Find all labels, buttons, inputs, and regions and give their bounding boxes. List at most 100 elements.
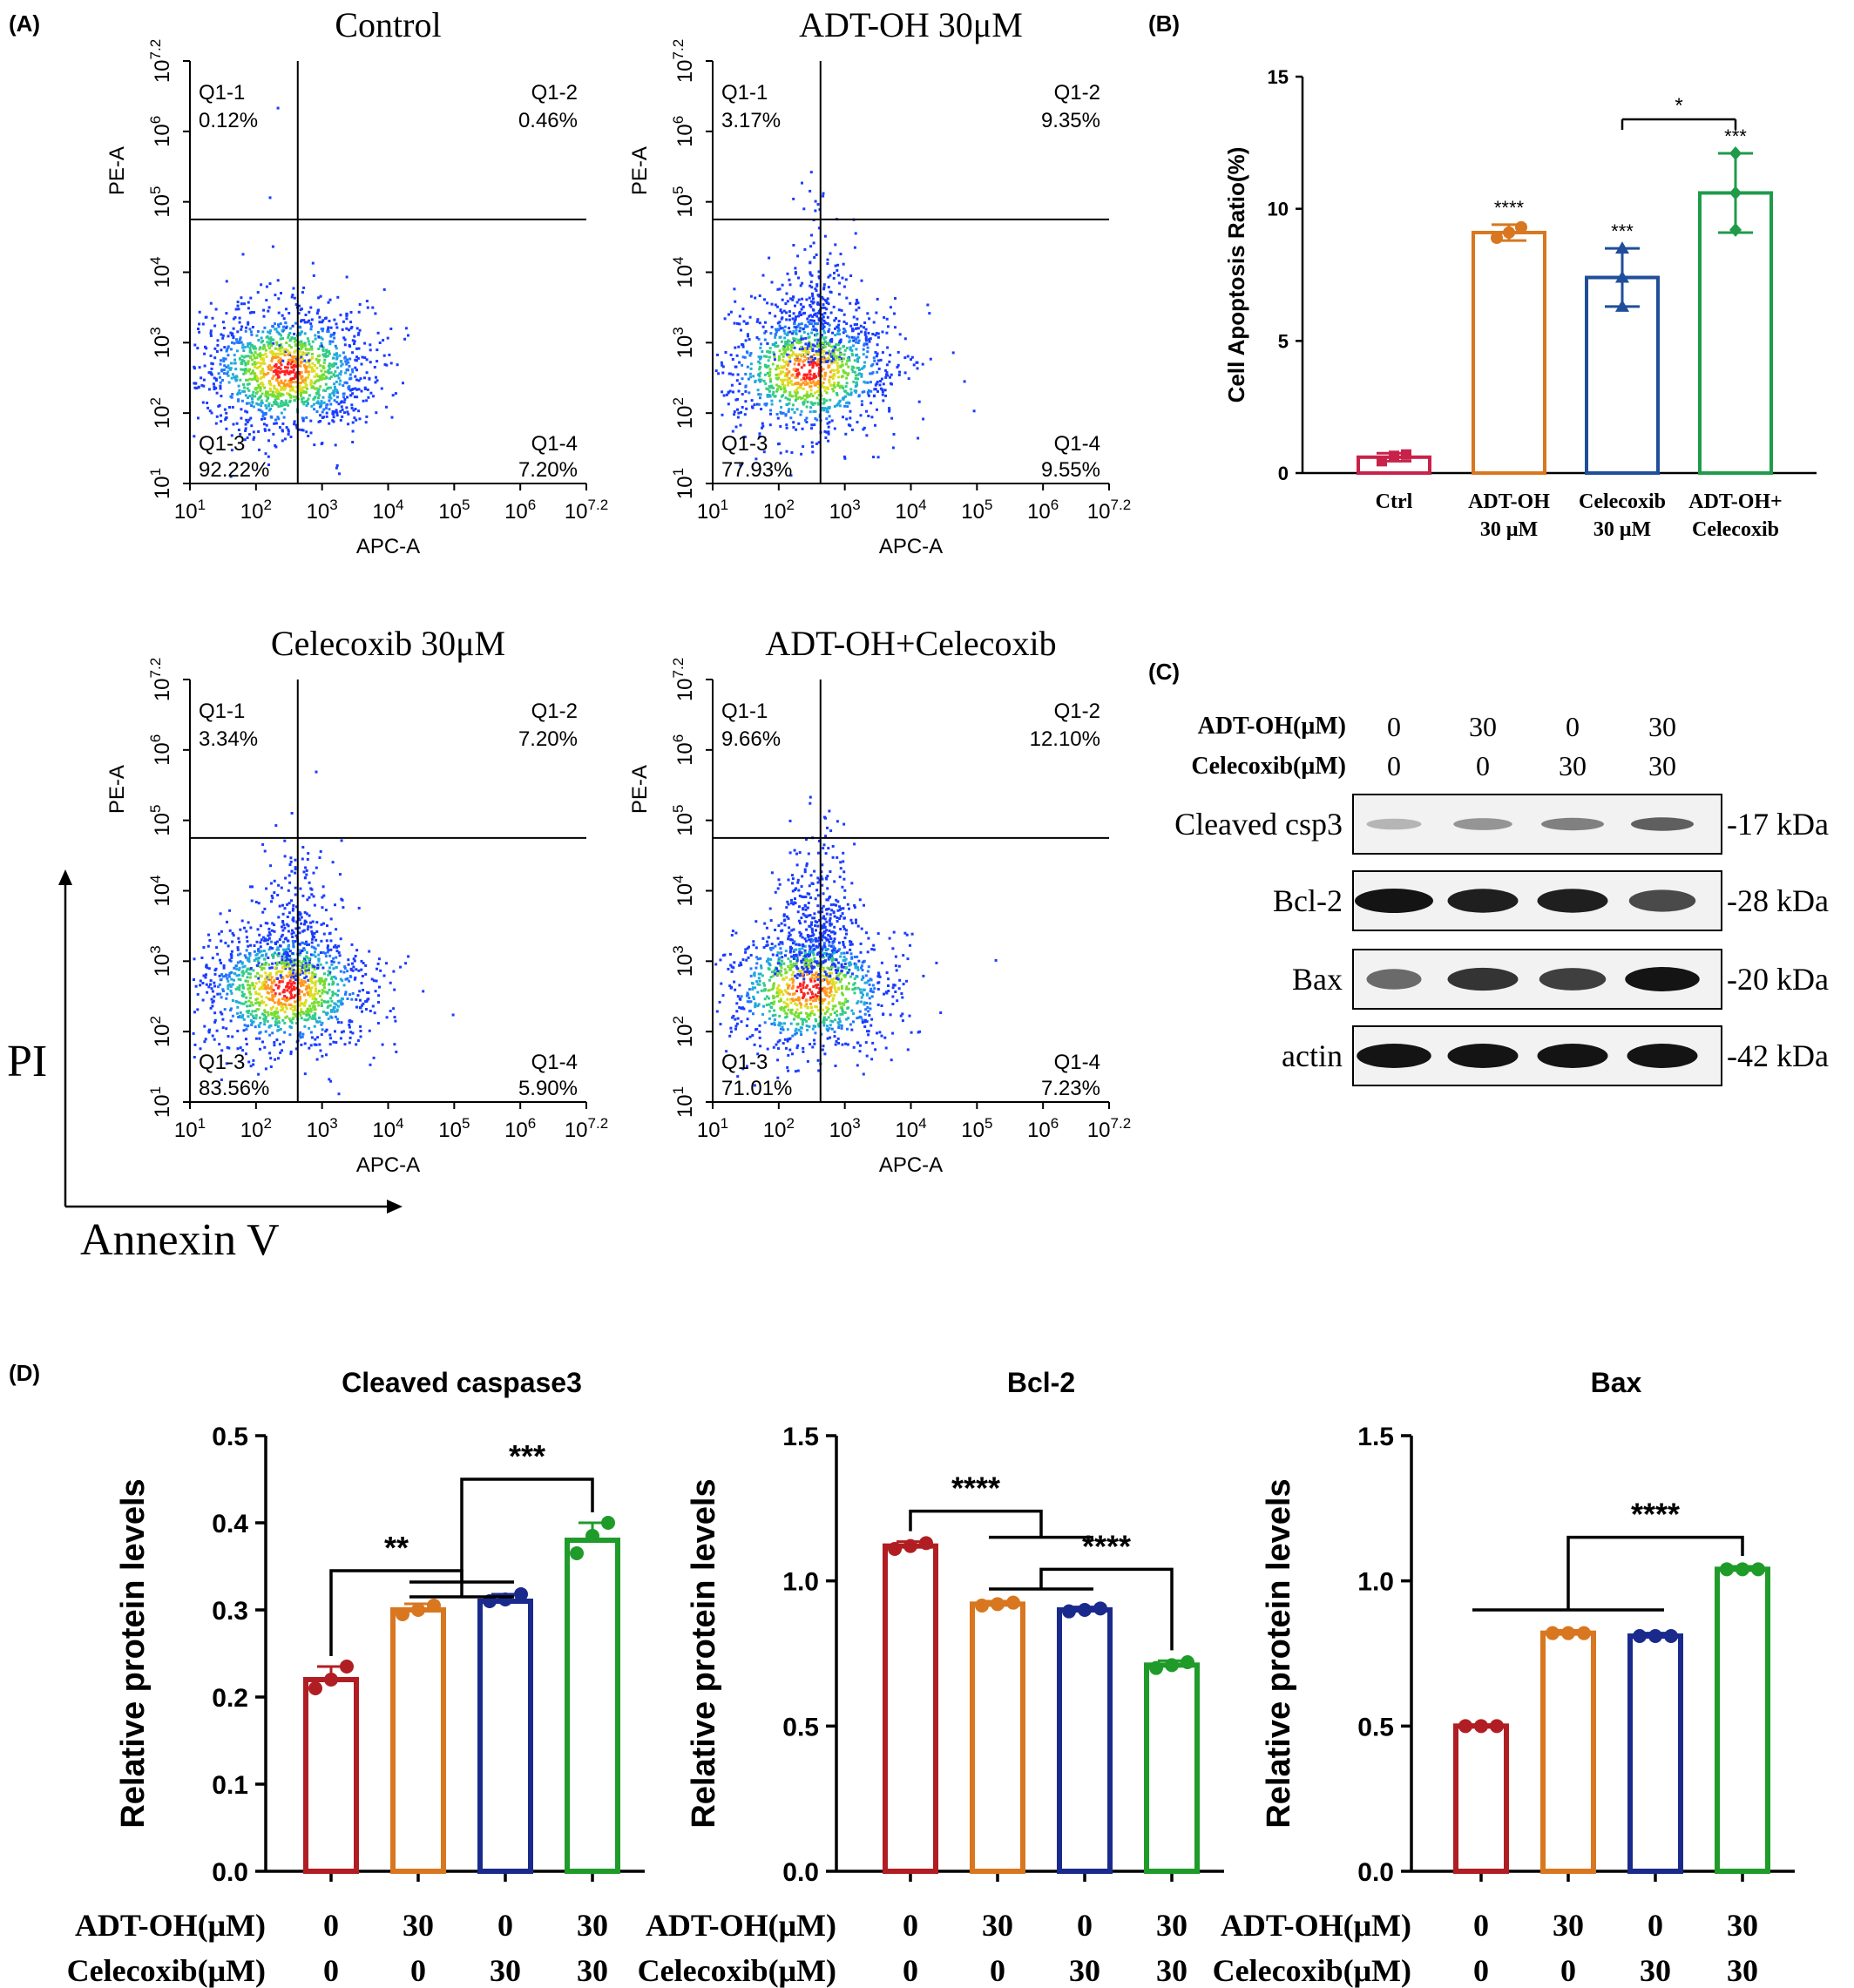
- data-point: [1729, 222, 1742, 237]
- condition-value-adt: 0: [1473, 1908, 1489, 1943]
- x-tick-label: 106: [504, 497, 536, 524]
- blot-band: [1631, 817, 1694, 831]
- y-tick-label: 104: [147, 256, 174, 287]
- x-tick-label: 103: [307, 497, 338, 524]
- panel-label-b: (B): [1148, 10, 1180, 37]
- condition-value-celecoxib: 30: [1640, 1953, 1671, 1988]
- condition-value-celecoxib: 30: [1069, 1953, 1100, 1988]
- data-point: [1503, 226, 1515, 239]
- pi-axis-label: PI: [7, 1037, 47, 1086]
- data-point: [888, 1542, 902, 1556]
- bracket-label: ****: [951, 1471, 1000, 1506]
- y-tick-label: 101: [670, 468, 697, 499]
- quadrant-q4-label: Q1-4: [531, 432, 578, 456]
- condition-value-celecoxib: 30: [577, 1953, 608, 1988]
- condition-value-celecoxib: 0: [1387, 750, 1401, 781]
- condition-value-adt: 30: [403, 1908, 434, 1943]
- bar: [1715, 1566, 1770, 1875]
- quadrant-q3-label: Q1-3: [199, 432, 245, 456]
- y-axis-label: Relative protein levels: [1261, 1478, 1297, 1828]
- blot-row: Bax -20 kDa: [1292, 949, 1829, 1010]
- bar: [1540, 1630, 1596, 1874]
- bracket-label: **: [384, 1530, 409, 1565]
- condition-value-celecoxib: 0: [410, 1953, 426, 1988]
- data-point: [1458, 1719, 1472, 1734]
- pi-arrow-head: [58, 869, 72, 885]
- x-tick-label: 106: [504, 1115, 536, 1142]
- condition-label-celecoxib: Celecoxib(μM): [638, 1953, 836, 1988]
- quadrant-q1-label: Q1-1: [199, 81, 245, 105]
- y-axis-label: Cell Apoptosis Ratio(%): [1223, 147, 1249, 403]
- condition-value-celecoxib: 0: [1560, 1953, 1576, 1988]
- data-point: [1515, 220, 1527, 233]
- data-point: [1093, 1601, 1107, 1616]
- bracket-label: ****: [1631, 1497, 1680, 1532]
- data-point: [1377, 456, 1387, 467]
- quadrant-q3-label: Q1-3: [199, 1051, 245, 1074]
- band-name: actin: [1282, 1038, 1343, 1073]
- x-tick-label: 102: [763, 497, 795, 524]
- x-tick-label: 104: [895, 497, 926, 524]
- data-point: [1490, 1719, 1504, 1734]
- quadrant-q3-value: 92.22%: [199, 458, 269, 482]
- panel-label-d: (D): [9, 1360, 40, 1386]
- data-point: [1633, 1629, 1647, 1643]
- blot-band: [1447, 1044, 1519, 1068]
- data-point: [919, 1536, 933, 1551]
- category-label: ADT-OH+: [1688, 490, 1782, 513]
- condition-label-adt: ADT-OH(μM): [75, 1908, 266, 1943]
- significance-label: ***: [1611, 220, 1634, 242]
- x-tick-label: 101: [697, 497, 728, 524]
- data-point: [340, 1660, 354, 1674]
- y-tick-label: 106: [147, 116, 174, 147]
- y-tick-label: 105: [147, 186, 174, 218]
- bracket-label: ****: [1082, 1528, 1131, 1564]
- blot-band: [1539, 968, 1607, 991]
- y-tick-label: 1.5: [1357, 1423, 1394, 1451]
- condition-value-celecoxib: 30: [490, 1953, 521, 1988]
- bar: [390, 1607, 446, 1874]
- condition-value-celecoxib: 0: [1476, 750, 1490, 781]
- category-label: Celecoxib: [1579, 490, 1666, 513]
- chart-title: Cleaved caspase3: [342, 1367, 582, 1398]
- y-tick-label: 101: [670, 1086, 697, 1118]
- flow-plot: Celecoxib 30μM 101 102 103 104 105 106 107.2 101…: [105, 624, 608, 1177]
- significance-bracket: [460, 1477, 594, 1582]
- y-tick-label: 0.4: [212, 1510, 248, 1538]
- condition-value-adt: 0: [1648, 1908, 1663, 1943]
- protein-chart: Bcl-2 0.0 0.5 1.0 1.5 Relative protein levels…: [638, 1367, 1224, 1988]
- condition-label-celecoxib: Celecoxib(μM): [67, 1953, 266, 1988]
- blot-band: [1447, 967, 1519, 991]
- x-tick-label: 107.2: [1087, 497, 1131, 524]
- data-point: [975, 1599, 989, 1613]
- condition-value-celecoxib: 0: [1473, 1953, 1489, 1988]
- y-tick-label: 0.1: [212, 1771, 248, 1800]
- data-point: [1561, 1626, 1575, 1640]
- quadrant-q4-value: 7.20%: [518, 458, 578, 482]
- blot-band: [1541, 817, 1604, 831]
- quadrant-q1-label: Q1-1: [721, 81, 768, 105]
- blot-band: [1628, 889, 1696, 912]
- data-point: [1078, 1603, 1092, 1617]
- condition-label-adt: ADT-OH(μM): [1221, 1908, 1411, 1943]
- quadrant-q2-value: 7.20%: [518, 727, 578, 751]
- x-tick-label: 107.2: [565, 497, 608, 524]
- blot-band: [1447, 889, 1519, 913]
- scatter-points: [192, 770, 455, 1096]
- bar: [1453, 1723, 1509, 1875]
- data-point: [514, 1587, 528, 1601]
- x-tick-label: 102: [240, 1115, 272, 1142]
- data-point: [1736, 1562, 1749, 1577]
- condition-value-celecoxib: 30: [1727, 1953, 1758, 1988]
- y-tick-label: 105: [147, 805, 174, 836]
- y-axis-label: PE-A: [628, 765, 652, 814]
- x-axis-label: APC-A: [879, 1153, 943, 1177]
- bar: [477, 1599, 533, 1874]
- quadrant-q3-label: Q1-3: [721, 1051, 768, 1074]
- chart-title: Bax: [1591, 1367, 1642, 1398]
- condition-value-celecoxib: 0: [903, 1953, 918, 1988]
- quadrant-q1-value: 3.34%: [199, 727, 258, 751]
- condition-value-celecoxib: 30: [1156, 1953, 1188, 1988]
- y-tick-label: 104: [670, 256, 697, 287]
- bracket-label: ***: [509, 1438, 545, 1474]
